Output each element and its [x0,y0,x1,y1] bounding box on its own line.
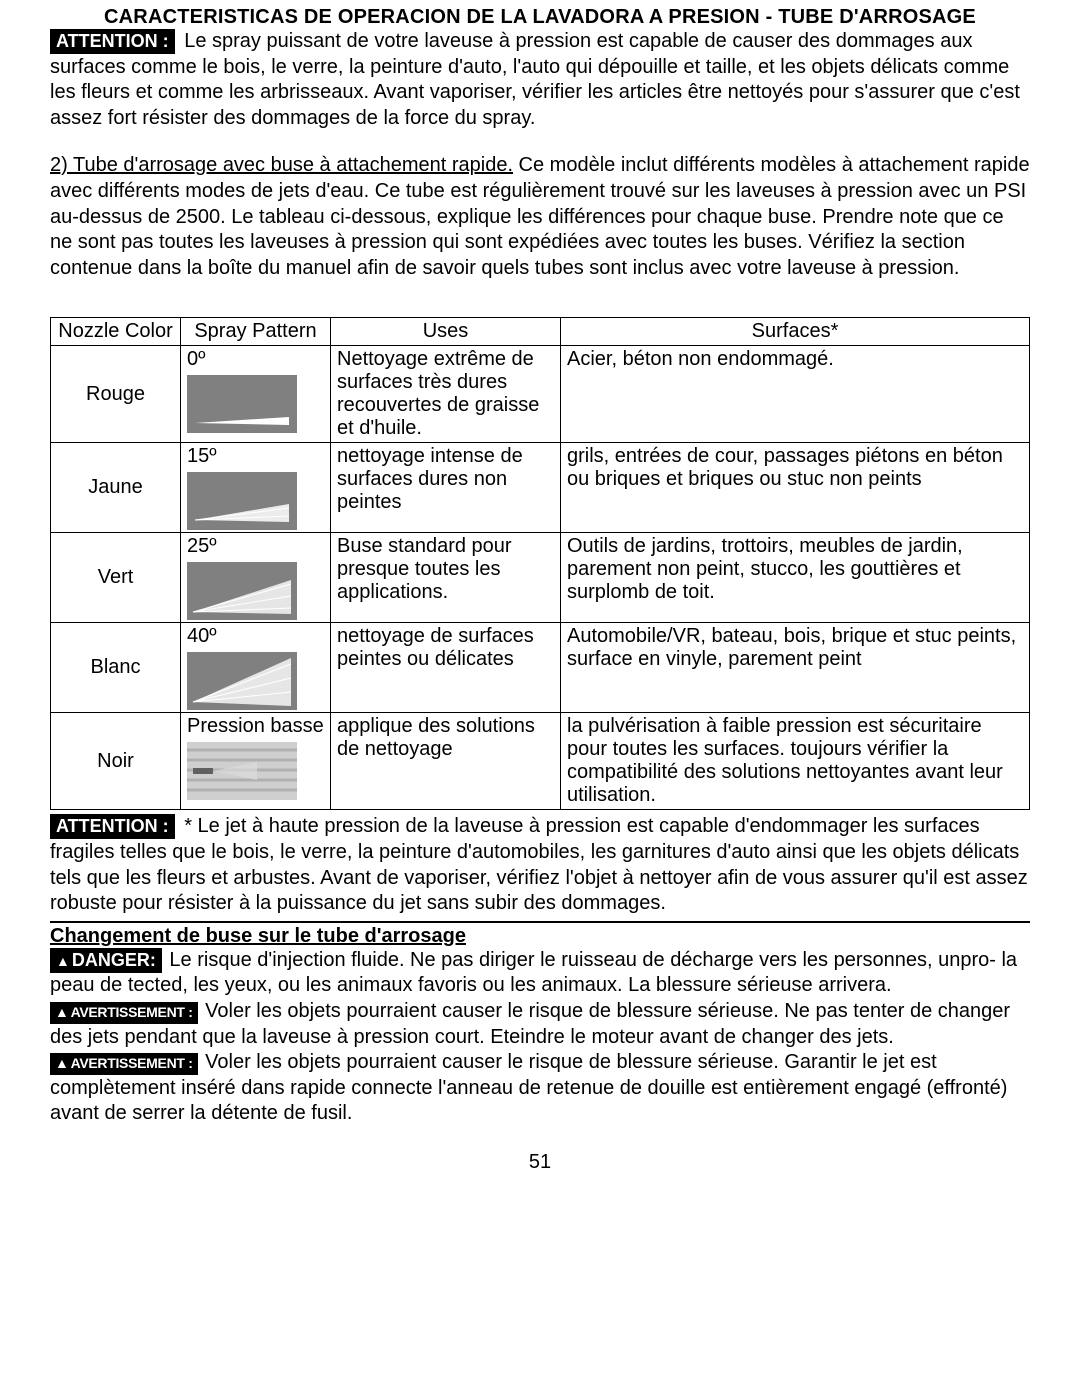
nozzle-table: Nozzle Color Spray Pattern Uses Surfaces… [50,317,1030,810]
cell-color: Rouge [51,346,181,443]
cell-spray: 0º [181,346,331,443]
th-color: Nozzle Color [51,318,181,346]
table-row: Vert25º Buse standard pour presque toute… [51,533,1030,623]
table-row: NoirPression basse applique des solution… [51,713,1030,810]
spray-pattern-icon [187,375,297,433]
danger-label: ▲DANGER: [50,948,162,973]
warning-triangle-icon: ▲ [55,1004,69,1022]
cell-surfaces: grils, entrées de cour, passages piétons… [561,443,1030,533]
cell-color: Noir [51,713,181,810]
para2-lead: 2) Tube d'arrosage avec buse à attacheme… [50,154,513,176]
table-row: Blanc40º nettoyage de surfaces peintes o… [51,623,1030,713]
subheading-change-nozzle: Changement de buse sur le tube d'arrosag… [50,925,1030,948]
paragraph-attention: ATTENTION : Le spray puissant de votre l… [50,29,1030,131]
avertissement-label-2: ▲AVERTISSEMENT : [50,1053,198,1075]
warning-triangle-icon: ▲ [55,1055,69,1073]
avertissement-2: ▲AVERTISSEMENT : Voler les objets pourra… [50,1050,1030,1127]
cell-color: Jaune [51,443,181,533]
cell-surfaces: Outils de jardins, trottoirs, meubles de… [561,533,1030,623]
paragraph-2: 2) Tube d'arrosage avec buse à attacheme… [50,153,1030,281]
cell-color: Blanc [51,623,181,713]
cell-surfaces: Acier, béton non endommagé. [561,346,1030,443]
cell-spray: 25º [181,533,331,623]
footnote-attention: ATTENTION : * Le jet à haute pression de… [50,814,1030,916]
divider [50,921,1030,923]
danger-text: Le risque d'injection fluide. Ne pas dir… [50,949,1017,997]
cell-uses: nettoyage de surfaces peintes ou délicat… [331,623,561,713]
table-header-row: Nozzle Color Spray Pattern Uses Surfaces… [51,318,1030,346]
cell-uses: nettoyage intense de surfaces dures non … [331,443,561,533]
cell-surfaces: Automobile/VR, bateau, bois, brique et s… [561,623,1030,713]
spray-pattern-icon [187,472,297,530]
danger-paragraph: ▲DANGER: Le risque d'injection fluide. N… [50,948,1030,999]
cell-uses: applique des solutions de nettoyage [331,713,561,810]
spray-pattern-icon [187,562,297,620]
cell-spray: 40º [181,623,331,713]
th-spray: Spray Pattern [181,318,331,346]
table-row: Rouge0ºNettoyage extrême de surfaces trè… [51,346,1030,443]
cell-uses: Buse standard pour presque toutes les ap… [331,533,561,623]
cell-color: Vert [51,533,181,623]
cell-uses: Nettoyage extrême de surfaces très dures… [331,346,561,443]
avertissement-1: ▲AVERTISSEMENT : Voler les objets pourra… [50,999,1030,1050]
warning-triangle-icon: ▲ [56,953,70,971]
cell-spray: 15º [181,443,331,533]
attention-label: ATTENTION : [50,29,175,54]
table-row: Jaune15º nettoyage intense de surfaces d… [51,443,1030,533]
th-surfaces: Surfaces* [561,318,1030,346]
spray-pattern-icon [187,652,297,710]
para1-text: Le spray puissant de votre laveuse à pre… [50,30,1020,129]
th-uses: Uses [331,318,561,346]
cell-spray: Pression basse [181,713,331,810]
page-number: 51 [50,1151,1030,1174]
avertissement-label-1: ▲AVERTISSEMENT : [50,1002,198,1024]
footnote-text: * Le jet à haute pression de la laveuse … [50,815,1028,914]
spray-pattern-icon [187,742,297,800]
cell-surfaces: la pulvérisation à faible pression est s… [561,713,1030,810]
attention-label-2: ATTENTION : [50,814,175,839]
page-title: CARACTERISTICAS DE OPERACION DE LA LAVAD… [50,6,1030,29]
